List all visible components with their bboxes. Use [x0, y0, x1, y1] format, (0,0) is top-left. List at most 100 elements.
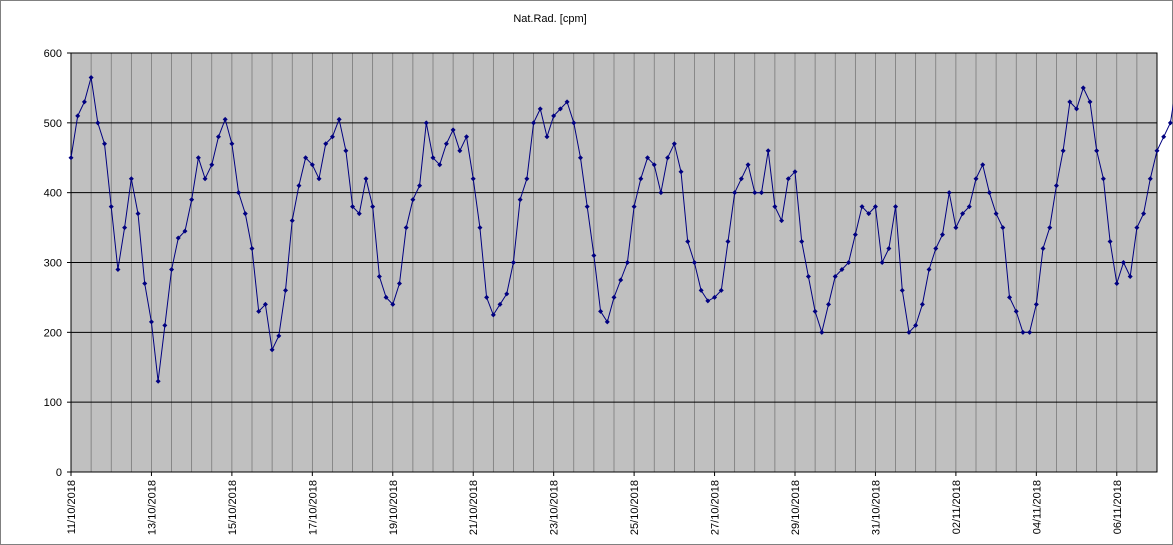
- x-tick-label: 23/10/2018: [549, 480, 561, 535]
- data-point: [457, 148, 463, 154]
- data-point: [852, 232, 858, 238]
- data-point: [792, 169, 798, 175]
- data-point: [517, 197, 523, 203]
- data-point: [993, 211, 999, 217]
- data-point: [826, 301, 832, 307]
- data-point: [1033, 301, 1039, 307]
- data-point: [403, 225, 409, 231]
- data-point: [899, 287, 905, 293]
- data-point: [524, 176, 530, 182]
- data-point: [504, 291, 510, 297]
- data-point: [671, 141, 677, 147]
- data-point: [1053, 183, 1059, 189]
- data-point: [296, 183, 302, 189]
- data-point: [551, 113, 557, 119]
- data-point: [571, 120, 577, 126]
- data-point: [437, 162, 443, 168]
- data-point: [1154, 148, 1160, 154]
- data-point: [155, 378, 161, 384]
- y-tick-label: 200: [44, 327, 62, 339]
- data-point: [443, 141, 449, 147]
- data-point: [289, 218, 295, 224]
- data-point: [678, 169, 684, 175]
- data-point: [323, 141, 329, 147]
- x-tick-label: 13/10/2018: [146, 480, 158, 535]
- data-point: [631, 204, 637, 210]
- data-point: [879, 260, 885, 265]
- data-point: [1100, 176, 1106, 182]
- data-point: [410, 197, 416, 203]
- data-point: [1060, 148, 1066, 154]
- data-point: [725, 239, 731, 245]
- data-point: [222, 116, 228, 122]
- data-point: [886, 246, 892, 252]
- data-point: [256, 308, 262, 314]
- data-point: [1000, 225, 1006, 231]
- data-point: [1167, 120, 1173, 126]
- data-point: [939, 232, 945, 238]
- data-point: [350, 204, 356, 210]
- data-point: [1087, 99, 1093, 105]
- data-point: [1027, 329, 1033, 335]
- x-tick-label: 02/11/2018: [951, 480, 963, 534]
- data-point: [1134, 225, 1140, 231]
- data-point: [577, 155, 583, 161]
- data-point: [1161, 134, 1167, 140]
- data-point: [765, 148, 771, 154]
- data-point: [396, 280, 402, 286]
- data-point: [866, 211, 872, 217]
- data-point: [102, 141, 108, 147]
- data-point: [758, 190, 764, 196]
- data-point: [772, 204, 778, 210]
- x-tick-label: 21/10/2018: [468, 480, 480, 535]
- data-point: [691, 260, 697, 265]
- data-point: [115, 266, 121, 272]
- data-point: [175, 235, 181, 241]
- data-point: [169, 266, 175, 272]
- data-point: [604, 319, 610, 325]
- data-point: [973, 176, 979, 182]
- data-point: [611, 294, 617, 300]
- data-point: [832, 273, 838, 279]
- data-point: [262, 301, 268, 307]
- data-point: [128, 176, 134, 182]
- data-point: [1047, 225, 1053, 231]
- data-point: [95, 120, 101, 126]
- data-point: [839, 266, 845, 272]
- x-tick-label: 11/10/2018: [66, 480, 78, 534]
- data-point: [799, 239, 805, 245]
- data-point: [309, 162, 315, 168]
- data-point: [752, 190, 758, 196]
- data-point: [651, 162, 657, 168]
- data-point: [658, 190, 664, 196]
- data-point: [122, 225, 128, 231]
- plot-border: [70, 52, 1158, 473]
- x-tick-label: 17/10/2018: [307, 480, 319, 535]
- y-tick-label: 400: [44, 188, 62, 200]
- y-tick-label: 100: [44, 397, 62, 409]
- x-tick-label: 31/10/2018: [870, 480, 882, 535]
- data-point: [303, 155, 309, 161]
- data-point: [933, 246, 939, 252]
- data-point: [510, 260, 516, 265]
- data-point: [846, 260, 852, 265]
- data-point: [893, 204, 899, 210]
- data-point: [376, 273, 382, 279]
- data-point: [718, 287, 724, 293]
- data-point: [738, 176, 744, 182]
- data-point: [953, 225, 959, 231]
- data-point: [1120, 260, 1126, 265]
- data-point: [919, 301, 925, 307]
- data-point: [81, 99, 87, 105]
- y-tick-label: 600: [44, 48, 62, 60]
- data-point: [665, 155, 671, 161]
- series-line: [70, 77, 1173, 382]
- data-point: [638, 176, 644, 182]
- x-tick-label: 04/11/2018: [1031, 480, 1043, 534]
- data-point: [329, 134, 335, 140]
- data-point: [1147, 176, 1153, 182]
- data-point: [417, 183, 423, 189]
- data-point: [283, 287, 289, 293]
- data-point: [423, 120, 429, 126]
